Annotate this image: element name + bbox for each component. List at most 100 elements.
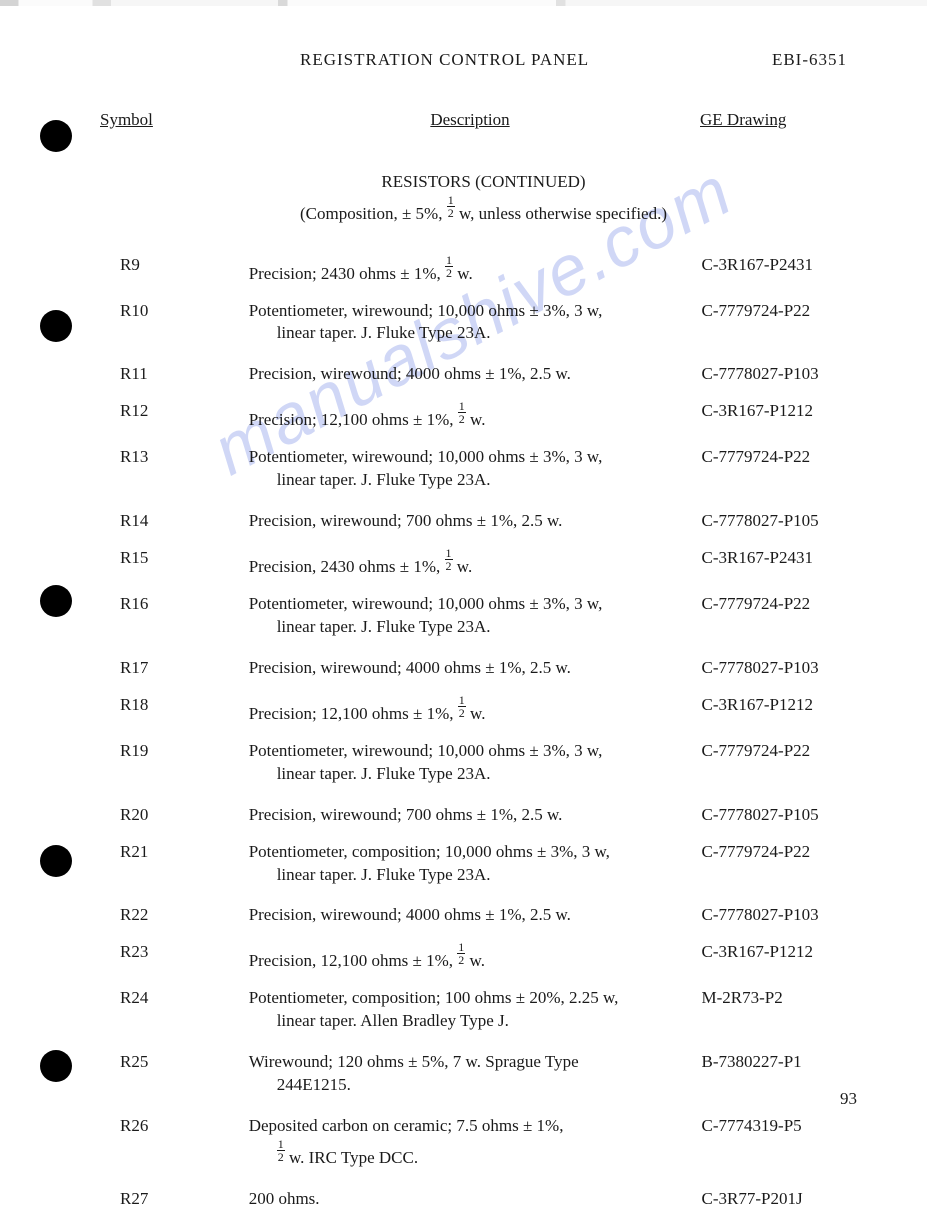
desc-line1: Potentiometer, wirewound; 10,000 ohms ± … (249, 447, 603, 466)
desc-line1b: w. (466, 704, 486, 723)
desc-line1: Potentiometer, composition; 10,000 ohms … (249, 842, 610, 861)
cell-symbol: R18 (100, 694, 249, 717)
cell-drawing: C-7778027-P103 (702, 657, 867, 680)
desc-line1b: w. (466, 410, 486, 429)
cell-symbol: R22 (100, 904, 249, 927)
desc-line2: linear taper. J. Fluke Type 23A. (249, 322, 672, 345)
cell-drawing: C-7779724-P22 (702, 446, 867, 469)
table-row: R21Potentiometer, composition; 10,000 oh… (100, 841, 867, 887)
fraction-half-icon: 12 (458, 694, 466, 719)
table-row: R19Potentiometer, wirewound; 10,000 ohms… (100, 740, 867, 786)
punch-hole-icon (40, 310, 72, 342)
cell-description: 200 ohms. (249, 1188, 702, 1211)
desc-line2: 12 w. IRC Type DCC. (249, 1138, 672, 1170)
desc-line1: Potentiometer, composition; 100 ohms ± 2… (249, 988, 619, 1007)
cell-description: Deposited carbon on ceramic; 7.5 ohms ± … (249, 1115, 702, 1170)
page-header: REGISTRATION CONTROL PANEL EBI-6351 (100, 50, 867, 70)
desc-line2: linear taper. J. Fluke Type 23A. (249, 763, 672, 786)
col-header-drawing: GE Drawing (700, 110, 786, 129)
cell-description: Potentiometer, composition; 10,000 ohms … (249, 841, 702, 887)
cell-drawing: C-7779724-P22 (702, 841, 867, 864)
cell-drawing: C-7778027-P103 (702, 904, 867, 927)
cell-drawing: C-3R167-P1212 (702, 694, 867, 717)
desc-line1: Precision; 12,100 ohms ± 1%, (249, 704, 458, 723)
desc-line1: Precision, wirewound; 4000 ohms ± 1%, 2.… (249, 905, 571, 924)
desc-line2: linear taper. J. Fluke Type 23A. (249, 864, 672, 887)
cell-description: Precision; 12,100 ohms ± 1%, 12 w. (249, 694, 702, 726)
parts-table: R9Precision; 2430 ohms ± 1%, 12 w. C-3R16… (100, 254, 867, 1211)
cell-drawing: C-7779724-P22 (702, 740, 867, 763)
section-note-post: w, unless otherwise specified.) (455, 204, 667, 223)
table-row: R16Potentiometer, wirewound; 10,000 ohms… (100, 593, 867, 639)
cell-description: Potentiometer, wirewound; 10,000 ohms ± … (249, 593, 702, 639)
cell-symbol: R27 (100, 1188, 249, 1211)
table-row: R22Precision, wirewound; 4000 ohms ± 1%,… (100, 904, 867, 927)
desc-line1: Deposited carbon on ceramic; 7.5 ohms ± … (249, 1116, 564, 1135)
cell-drawing: C-7774319-P5 (702, 1115, 867, 1138)
cell-drawing: C-7778027-P105 (702, 804, 867, 827)
table-row: R15Precision, 2430 ohms ± 1%, 12 w.C-3R1… (100, 547, 867, 579)
cell-symbol: R23 (100, 941, 249, 964)
punch-hole-icon (40, 1050, 72, 1082)
cell-symbol: R25 (100, 1051, 249, 1074)
desc-line1: 200 ohms. (249, 1189, 320, 1208)
cell-description: Precision; 12,100 ohms ± 1%, 12 w. (249, 400, 702, 432)
cell-symbol: R16 (100, 593, 249, 616)
fraction-half-icon: 12 (458, 400, 466, 425)
cell-symbol: R20 (100, 804, 249, 827)
fraction-half-icon: 12 (445, 547, 453, 572)
cell-symbol: R15 (100, 547, 249, 570)
col-header-description: Description (430, 110, 509, 129)
header-code: EBI-6351 (772, 50, 847, 70)
cell-description: Precision, wirewound; 4000 ohms ± 1%, 2.… (249, 363, 702, 386)
section-heading: RESISTORS (CONTINUED) (Composition, ± 5%… (100, 170, 867, 226)
table-row: R24Potentiometer, composition; 100 ohms … (100, 987, 867, 1033)
cell-drawing: C-7779724-P22 (702, 593, 867, 616)
cell-symbol: R21 (100, 841, 249, 864)
col-header-symbol: Symbol (100, 110, 153, 129)
table-row: R10Potentiometer, wirewound; 10,000 ohms… (100, 300, 867, 346)
cell-symbol: R19 (100, 740, 249, 763)
table-row: R17Precision, wirewound; 4000 ohms ± 1%,… (100, 657, 867, 680)
fraction-half-icon: 12 (447, 194, 455, 219)
desc-line1: Precision, wirewound; 4000 ohms ± 1%, 2.… (249, 658, 571, 677)
cell-drawing: C-7778027-P105 (702, 510, 867, 533)
desc-line1: Precision; 2430 ohms ± 1%, (249, 264, 445, 283)
punch-hole-icon (40, 585, 72, 617)
desc-line1: Precision; 12,100 ohms ± 1%, (249, 410, 458, 429)
cell-symbol: R9 (100, 254, 249, 277)
desc-line2: 244E1215. (249, 1074, 672, 1097)
table-row: R26Deposited carbon on ceramic; 7.5 ohms… (100, 1115, 867, 1170)
cell-description: Potentiometer, composition; 100 ohms ± 2… (249, 987, 702, 1033)
fraction-half-icon: 12 (445, 254, 453, 279)
cell-description: Precision, wirewound; 700 ohms ± 1%, 2.5… (249, 510, 702, 533)
cell-symbol: R24 (100, 987, 249, 1010)
cell-symbol: R10 (100, 300, 249, 323)
desc-line2: linear taper. J. Fluke Type 23A. (249, 616, 672, 639)
cell-description: Wirewound; 120 ohms ± 5%, 7 w. Sprague T… (249, 1051, 702, 1097)
cell-symbol: R17 (100, 657, 249, 680)
table-row: R25Wirewound; 120 ohms ± 5%, 7 w. Spragu… (100, 1051, 867, 1097)
cell-description: Potentiometer, wirewound; 10,000 ohms ± … (249, 446, 702, 492)
desc-line2: linear taper. J. Fluke Type 23A. (249, 469, 672, 492)
fraction-half-icon: 12 (277, 1138, 285, 1163)
cell-drawing: C-3R77-P201J (702, 1188, 867, 1211)
punch-hole-icon (40, 845, 72, 877)
cell-drawing: M-2R73-P2 (702, 987, 867, 1010)
cell-symbol: R12 (100, 400, 249, 423)
section-note-pre: (Composition, ± 5%, (300, 204, 447, 223)
cell-symbol: R26 (100, 1115, 249, 1138)
cell-drawing: C-3R167-P2431 (702, 254, 867, 277)
punch-hole-icon (40, 120, 72, 152)
table-row: R11Precision, wirewound; 4000 ohms ± 1%,… (100, 363, 867, 386)
cell-drawing: C-3R167-P1212 (702, 941, 867, 964)
table-row: R18Precision; 12,100 ohms ± 1%, 12 w.C-3… (100, 694, 867, 726)
cell-description: Precision, wirewound; 4000 ohms ± 1%, 2.… (249, 657, 702, 680)
desc-line1: Potentiometer, wirewound; 10,000 ohms ± … (249, 741, 603, 760)
cell-drawing: B-7380227-P1 (702, 1051, 867, 1074)
cell-description: Potentiometer, wirewound; 10,000 ohms ± … (249, 300, 702, 346)
desc-line1: Precision, 2430 ohms ± 1%, (249, 557, 445, 576)
cell-drawing: C-7778027-P103 (702, 363, 867, 386)
document-page: REGISTRATION CONTROL PANEL EBI-6351 Symb… (0, 0, 927, 1199)
desc-line1: Precision, wirewound; 700 ohms ± 1%, 2.5… (249, 805, 563, 824)
